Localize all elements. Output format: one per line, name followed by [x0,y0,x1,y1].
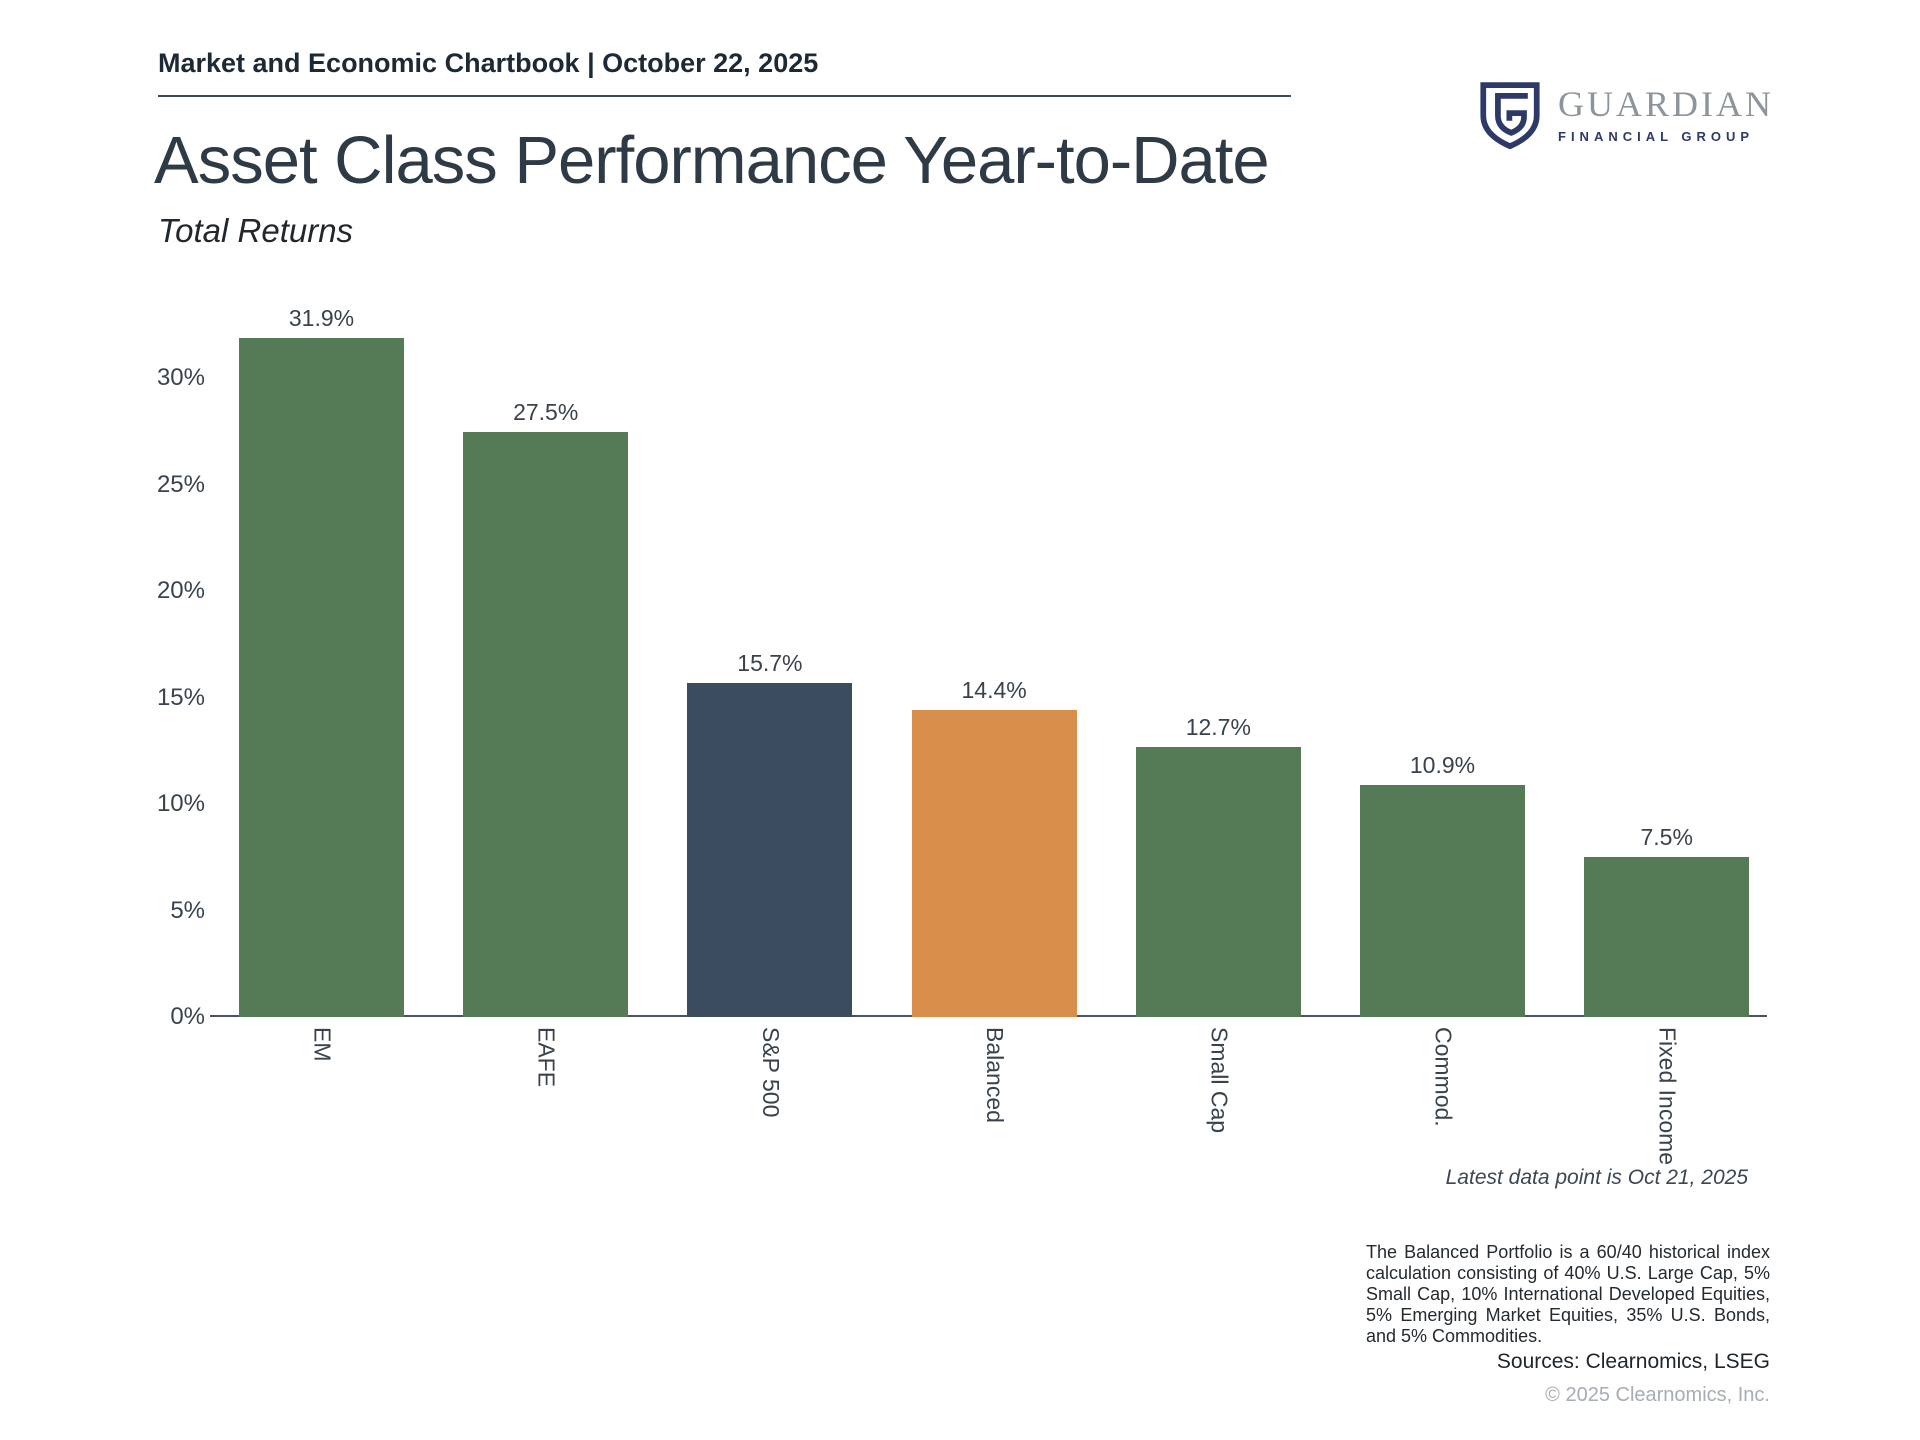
copyright-text: © 2025 Clearnomics, Inc. [1545,1384,1770,1406]
y-axis-tick-label: 5% [170,896,205,924]
bar-value-label-fixed-income: 7.5% [1640,824,1693,851]
guardian-shield-icon [1478,80,1542,155]
bar-value-label-commod: 10.9% [1409,751,1476,778]
bar-value-label-s-p-500: 15.7% [737,649,803,676]
bar-commod [1360,784,1525,1017]
sources-text: Sources: Clearnomics, LSEG [1496,1350,1770,1373]
x-axis-category-label-eafe: EAFE [533,1027,560,1088]
x-axis-category-label-small-cap: Small Cap [1206,1027,1233,1134]
bar-value-label-small-cap: 12.7% [1185,713,1251,740]
bar-small-cap [1135,746,1301,1017]
y-axis-tick-label: 10% [156,790,205,818]
bar-value-label-eafe: 27.5% [513,398,579,425]
y-axis-tick-label: 20% [156,577,205,605]
latest-data-point-note: Latest data point is Oct 21, 2025 [1445,1166,1748,1189]
y-axis-tick-label: 25% [156,470,205,498]
logo-tagline-text: FINANCIAL GROUP [1558,129,1755,144]
page-title: Asset Class Performance Year-to-Date [154,123,1270,198]
bar-value-label-em: 31.9% [288,304,355,331]
bar-s-p-500 [687,682,853,1017]
bar-value-label-balanced: 14.4% [961,677,1027,704]
page-subtitle: Total Returns [158,212,354,249]
x-axis-category-label-s-p-500: S&P 500 [757,1027,784,1118]
y-axis-tick-label: 30% [156,364,205,392]
y-axis-tick-label: 15% [156,683,205,711]
bar-balanced [911,710,1077,1017]
header-divider-rule [158,95,1291,97]
bar-em [239,337,404,1017]
bar-fixed-income [1584,857,1750,1017]
x-axis-category-label-fixed-income: Fixed Income [1654,1027,1681,1166]
bar-eafe [463,431,629,1017]
x-axis-category-label-em: EM [309,1027,336,1062]
x-axis-category-label-commod: Commod. [1430,1027,1457,1127]
chartbook-header-label: Market and Economic Chartbook | October … [158,48,819,78]
logo-brand-text: GUARDIAN [1558,84,1774,124]
balanced-portfolio-footnote: The Balanced Portfolio is a 60/40 histor… [1366,1242,1770,1346]
guardian-financial-group-logo: GUARDIAN FINANCIAL GROUP [1478,80,1774,155]
x-axis-category-label-balanced: Balanced [982,1027,1009,1123]
y-axis-tick-label: 0% [170,1003,205,1030]
